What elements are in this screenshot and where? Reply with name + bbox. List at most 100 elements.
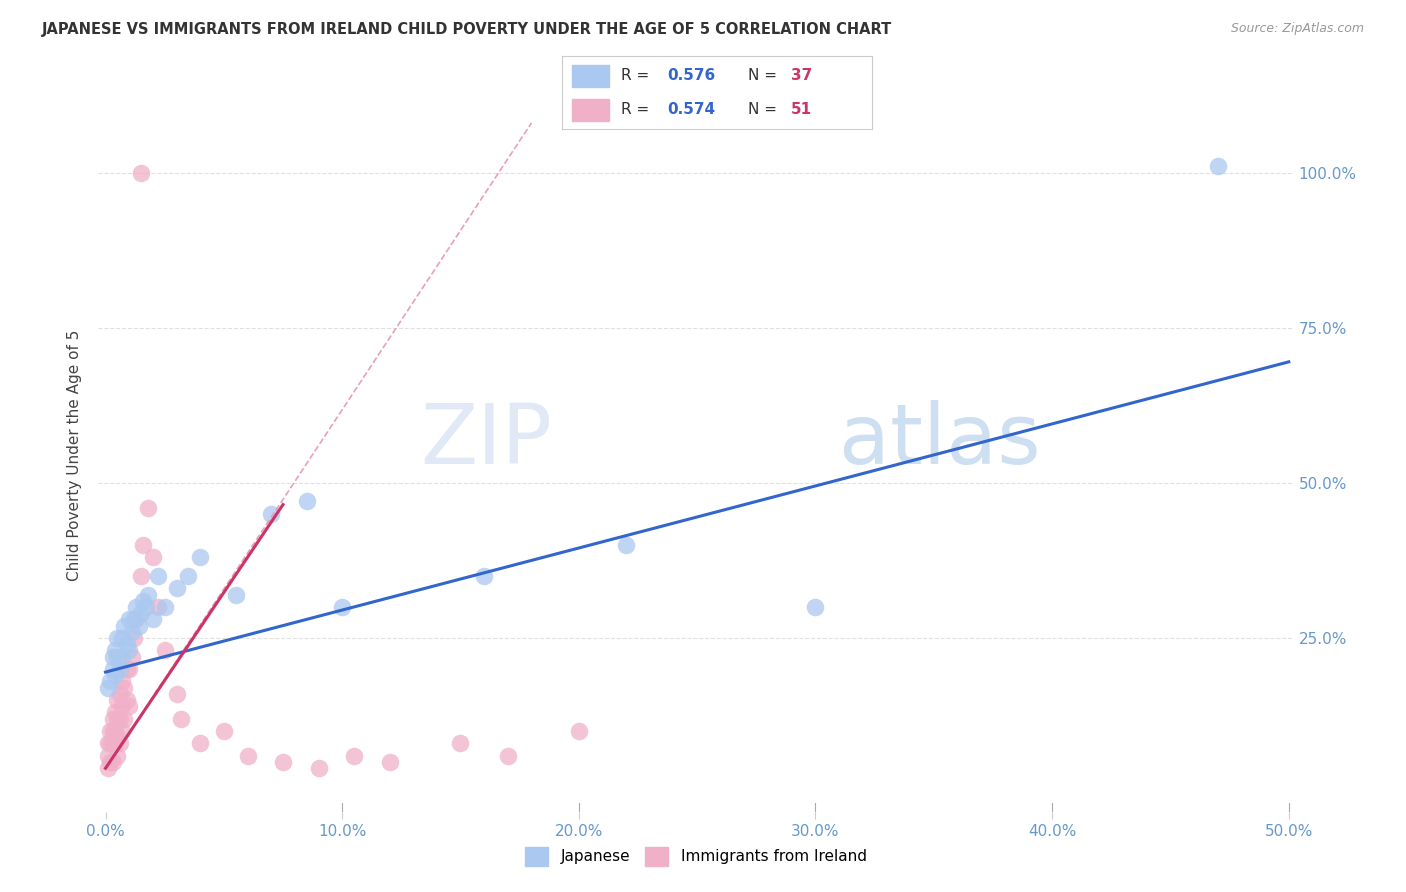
Point xyxy=(129,606,152,620)
Point xyxy=(378,755,401,769)
Point xyxy=(101,724,124,739)
Point xyxy=(330,599,353,614)
Point xyxy=(146,569,169,583)
Point xyxy=(136,588,159,602)
Point xyxy=(125,599,148,614)
Point xyxy=(115,693,138,707)
Point xyxy=(188,550,211,565)
Point xyxy=(97,681,120,695)
Point xyxy=(104,706,127,720)
Point xyxy=(129,165,152,179)
Point xyxy=(108,736,131,750)
Point xyxy=(105,712,128,726)
Point xyxy=(135,599,157,614)
Point xyxy=(98,755,121,769)
Point xyxy=(115,662,138,676)
Text: 37: 37 xyxy=(792,69,813,84)
Point xyxy=(236,748,259,763)
Point xyxy=(132,538,155,552)
Point xyxy=(101,712,124,726)
Point xyxy=(260,507,283,521)
Point xyxy=(496,748,519,763)
Point xyxy=(105,631,128,645)
Point xyxy=(122,631,145,645)
Text: atlas: atlas xyxy=(839,401,1040,481)
Text: 0.576: 0.576 xyxy=(668,69,716,84)
Point xyxy=(343,748,366,763)
Point xyxy=(108,712,131,726)
Point xyxy=(105,731,128,745)
Point xyxy=(111,631,134,645)
Text: R =: R = xyxy=(621,102,654,117)
Point xyxy=(118,662,141,676)
Text: R =: R = xyxy=(621,69,654,84)
Point xyxy=(142,550,165,565)
Point xyxy=(115,637,138,651)
Point xyxy=(114,681,136,695)
Point xyxy=(308,761,330,775)
Y-axis label: Child Poverty Under the Age of 5: Child Poverty Under the Age of 5 xyxy=(67,329,83,581)
Point xyxy=(105,748,128,763)
Point xyxy=(118,612,141,626)
Text: JAPANESE VS IMMIGRANTS FROM IRELAND CHILD POVERTY UNDER THE AGE OF 5 CORRELATION: JAPANESE VS IMMIGRANTS FROM IRELAND CHIL… xyxy=(42,22,893,37)
Point xyxy=(271,755,294,769)
Text: N =: N = xyxy=(748,102,782,117)
Point xyxy=(114,618,136,632)
Point xyxy=(101,755,124,769)
Point xyxy=(122,612,145,626)
Point xyxy=(153,643,176,657)
Point xyxy=(121,624,143,639)
Point xyxy=(295,494,318,508)
Point xyxy=(108,662,131,676)
Text: 51: 51 xyxy=(792,102,813,117)
Point xyxy=(125,612,148,626)
Point xyxy=(568,724,591,739)
Text: N =: N = xyxy=(748,69,782,84)
Point xyxy=(177,569,200,583)
Point xyxy=(111,699,134,714)
Point xyxy=(111,724,134,739)
Point xyxy=(804,599,827,614)
Point xyxy=(104,643,127,657)
Point xyxy=(101,649,124,664)
Bar xyxy=(572,65,609,87)
Point xyxy=(111,649,134,664)
Point xyxy=(105,693,128,707)
Point xyxy=(98,724,121,739)
Point xyxy=(450,736,472,750)
Point xyxy=(118,699,141,714)
Point xyxy=(121,649,143,664)
Point xyxy=(114,712,136,726)
Point xyxy=(1206,160,1229,174)
Point xyxy=(104,668,127,682)
Point xyxy=(98,674,121,689)
Point xyxy=(98,736,121,750)
Bar xyxy=(572,99,609,120)
Point xyxy=(128,618,150,632)
Point xyxy=(142,612,165,626)
Point xyxy=(97,748,120,763)
Point xyxy=(129,569,152,583)
Point xyxy=(170,712,193,726)
Point xyxy=(166,687,188,701)
Point xyxy=(118,643,141,657)
Point xyxy=(97,761,120,775)
Point xyxy=(153,599,176,614)
Point xyxy=(104,736,127,750)
Point xyxy=(136,500,159,515)
Point xyxy=(614,538,637,552)
Text: ZIP: ZIP xyxy=(420,401,553,481)
Point xyxy=(111,674,134,689)
Point xyxy=(97,736,120,750)
Point xyxy=(225,588,247,602)
Text: 0.574: 0.574 xyxy=(668,102,716,117)
Point xyxy=(188,736,211,750)
Point xyxy=(108,687,131,701)
Point xyxy=(132,593,155,607)
Text: Source: ZipAtlas.com: Source: ZipAtlas.com xyxy=(1230,22,1364,36)
Point xyxy=(105,649,128,664)
Point xyxy=(146,599,169,614)
Point xyxy=(104,724,127,739)
Point xyxy=(212,724,235,739)
Point xyxy=(101,662,124,676)
